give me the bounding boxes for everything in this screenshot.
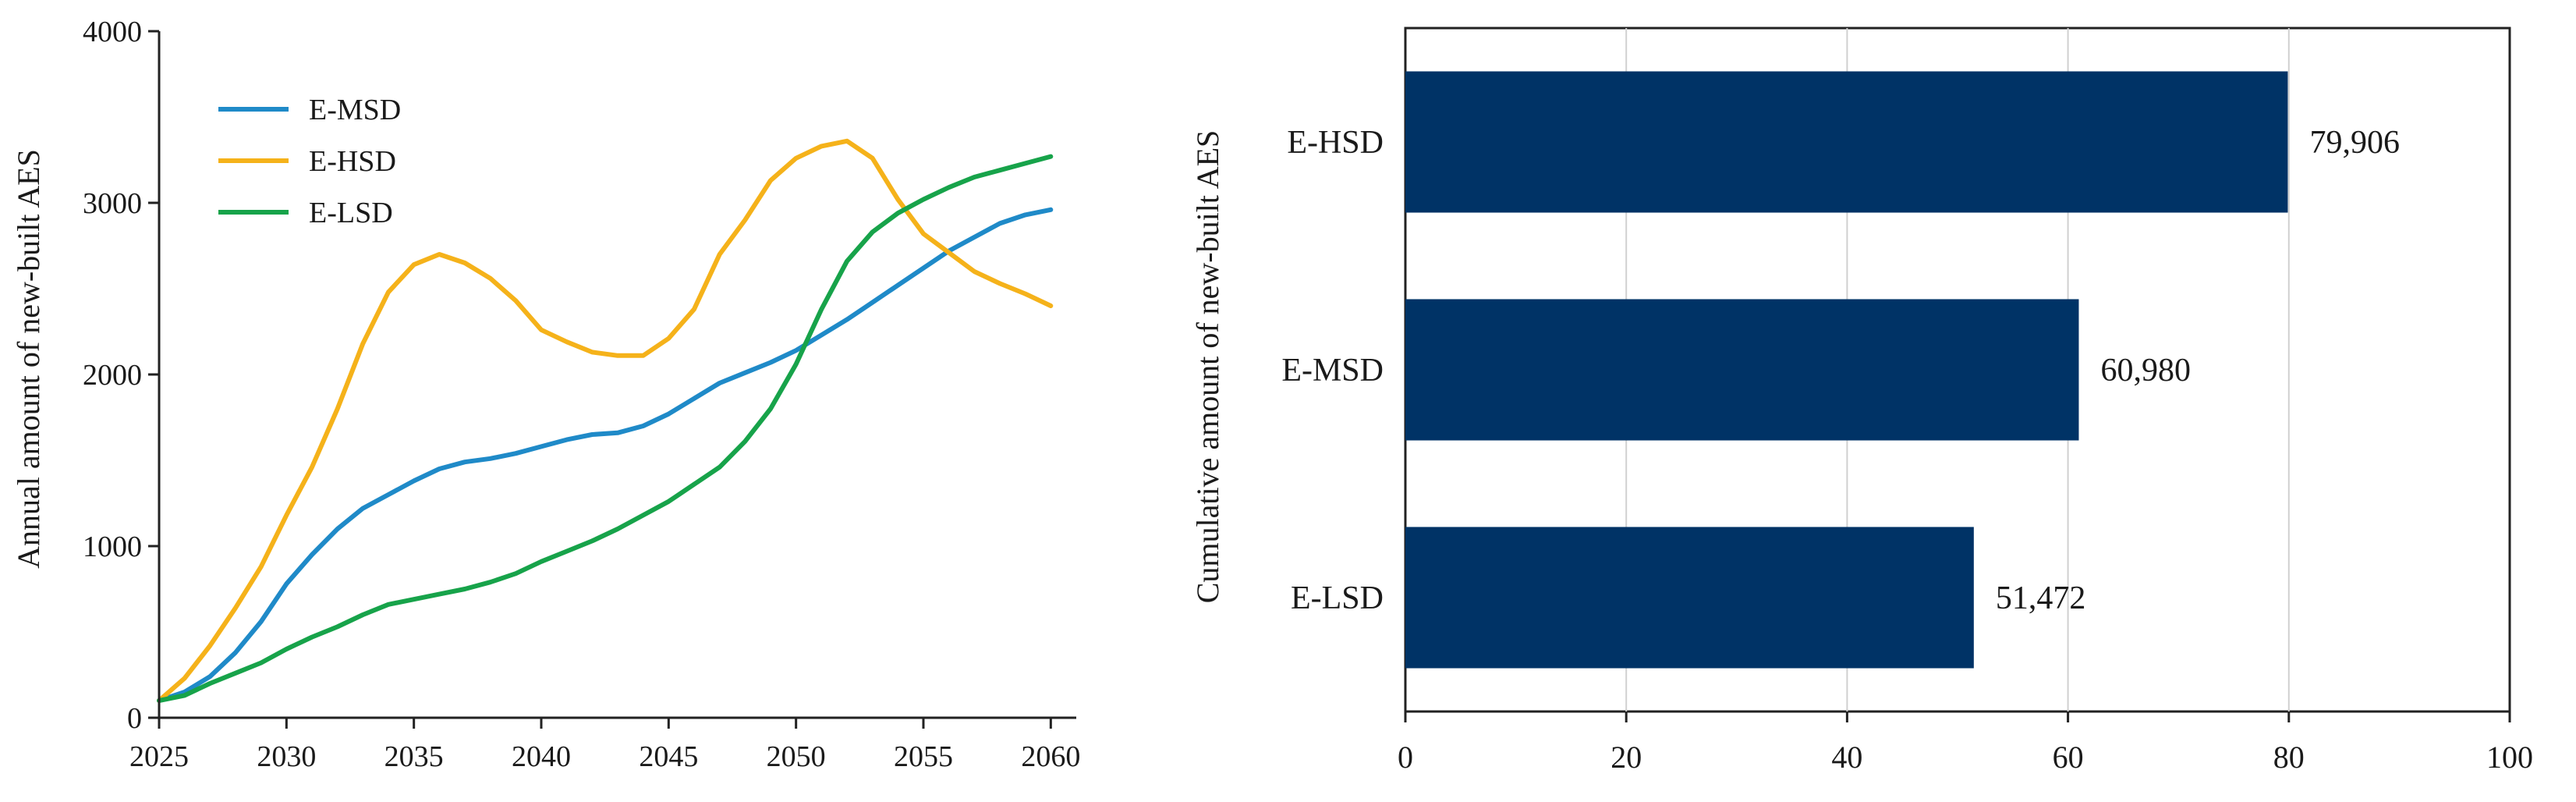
line-chart-series [157,138,1054,703]
value-label-e-hsd: 79,906 [2309,125,2400,161]
x-tick-label: 2055 [894,740,953,773]
x-tick-label: 2030 [257,740,316,773]
legend-label-e-hsd: E-HSD [309,145,396,178]
y-tick-label: 2000 [83,359,142,392]
y-tick-label: 3000 [83,187,142,220]
x-tick-label: 2040 [512,740,571,773]
x-tick-label: 60 [2053,740,2084,775]
x-tick-label: 80 [2273,740,2305,775]
bar-chart-bars [1405,71,2288,669]
x-tick-label: 0 [1398,740,1413,775]
x-tick-label: 2035 [384,740,444,773]
category-label-e-lsd: E-LSD [1291,580,1384,616]
line-chart-x-ticks: 2025 2030 2035 2040 2045 2050 2055 2060 [129,718,1080,773]
bar-e-lsd [1405,527,1974,669]
x-tick-label: 2045 [639,740,698,773]
line-chart-y-axis-label: Annual amount of new-built AES [11,149,46,569]
bar-e-msd [1405,299,2079,441]
series-line-e-hsd [157,138,1054,703]
legend-label-e-msd: E-MSD [309,94,401,126]
y-tick-label: 0 [127,702,142,735]
x-tick-label: 2060 [1021,740,1080,773]
x-tick-label: 2050 [767,740,826,773]
line-chart-y-ticks: 0 1000 2000 3000 4000 [83,16,159,735]
bar-chart-category-labels: E-HSD E-MSD E-LSD [1281,125,1384,616]
x-tick-label: 100 [2486,740,2533,775]
legend-label-e-lsd: E-LSD [309,197,393,229]
bar-chart-y-axis-label: Cumulative amount of new-built AES [1190,130,1225,604]
bar-chart-value-labels: 79,906 60,980 51,472 [1996,125,2400,616]
bar-e-hsd [1405,71,2288,213]
x-tick-label: 2025 [129,740,189,773]
bar-chart-x-ticks: 0 20 40 60 80 100 [1398,712,2533,775]
x-tick-label: 40 [1831,740,1862,775]
x-tick-label: 20 [1610,740,1642,775]
bar-chart: E-HSD E-MSD E-LSD 79,906 60,980 51,472 0 20 40… [1190,27,2533,775]
y-tick-label: 4000 [83,16,142,48]
category-label-e-msd: E-MSD [1281,353,1384,389]
series-line-e-msd [157,207,1054,703]
value-label-e-lsd: 51,472 [1996,580,2086,616]
y-tick-label: 1000 [83,531,142,563]
series-line-e-lsd [157,154,1054,703]
line-chart-legend: E-MSD E-HSD E-LSD [218,94,401,229]
value-label-e-msd: 60,980 [2100,353,2191,389]
category-label-e-hsd: E-HSD [1287,125,1384,161]
